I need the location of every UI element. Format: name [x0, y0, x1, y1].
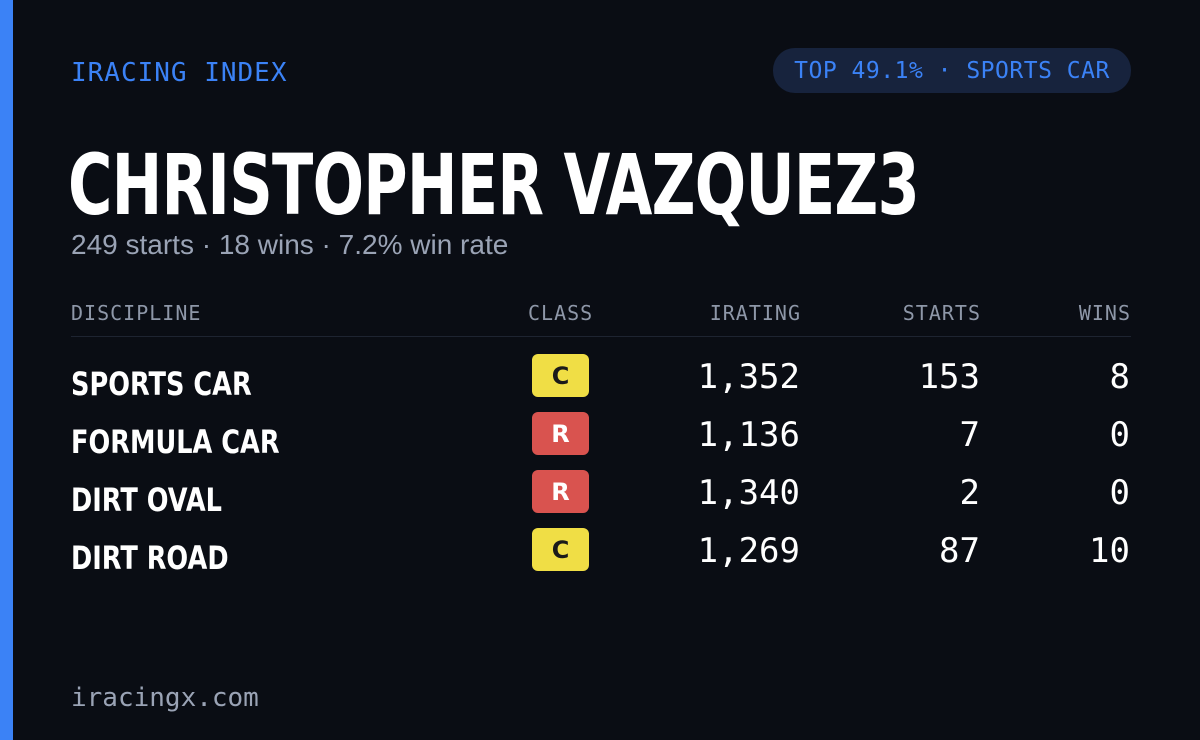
- discipline-table: SPORTS CAR C 1,352 153 8 FORMULA CAR R 1…: [71, 350, 1131, 582]
- table-row: DIRT OVAL R 1,340 2 0: [71, 466, 1131, 524]
- irating-value: 1,352: [697, 357, 800, 397]
- wins-value: 8: [1109, 357, 1130, 397]
- footer-site-link[interactable]: iracingx.com: [71, 683, 259, 713]
- wins-value: 0: [1109, 415, 1130, 455]
- license-class-badge: R: [532, 470, 589, 513]
- driver-name: CHRISTOPHER VAZQUEZ3: [68, 136, 920, 234]
- brand-title: IRACING INDEX: [71, 58, 288, 88]
- column-header-irating: IRATING: [709, 301, 801, 325]
- irating-value: 1,269: [697, 531, 800, 571]
- discipline-name: SPORTS CAR: [71, 365, 252, 403]
- starts-value: 2: [959, 473, 980, 513]
- discipline-name: DIRT OVAL: [71, 481, 222, 519]
- irating-value: 1,340: [697, 473, 800, 513]
- starts-value: 153: [918, 357, 980, 397]
- wins-value: 10: [1089, 531, 1130, 571]
- table-row: DIRT ROAD C 1,269 87 10: [71, 524, 1131, 582]
- column-header-discipline: DISCIPLINE: [71, 301, 202, 325]
- wins-value: 0: [1109, 473, 1130, 513]
- license-class-badge: C: [532, 528, 589, 571]
- column-header-wins: WINS: [1078, 301, 1131, 325]
- table-row: FORMULA CAR R 1,136 7 0: [71, 408, 1131, 466]
- discipline-name: FORMULA CAR: [71, 423, 280, 461]
- starts-value: 7: [959, 415, 980, 455]
- accent-bar: [0, 0, 13, 740]
- license-class-badge: R: [532, 412, 589, 455]
- starts-value: 87: [939, 531, 980, 571]
- irating-value: 1,136: [697, 415, 800, 455]
- license-class-badge: C: [532, 354, 589, 397]
- column-header-starts: STARTS: [902, 301, 981, 325]
- discipline-name: DIRT ROAD: [71, 539, 229, 577]
- column-header-class: CLASS: [528, 301, 594, 325]
- top-percentile-badge: TOP 49.1% · SPORTS CAR: [773, 48, 1131, 93]
- table-row: SPORTS CAR C 1,352 153 8: [71, 350, 1131, 408]
- driver-summary: 249 starts · 18 wins · 7.2% win rate: [71, 229, 509, 260]
- table-header: DISCIPLINE CLASS IRATING STARTS WINS: [71, 298, 1131, 337]
